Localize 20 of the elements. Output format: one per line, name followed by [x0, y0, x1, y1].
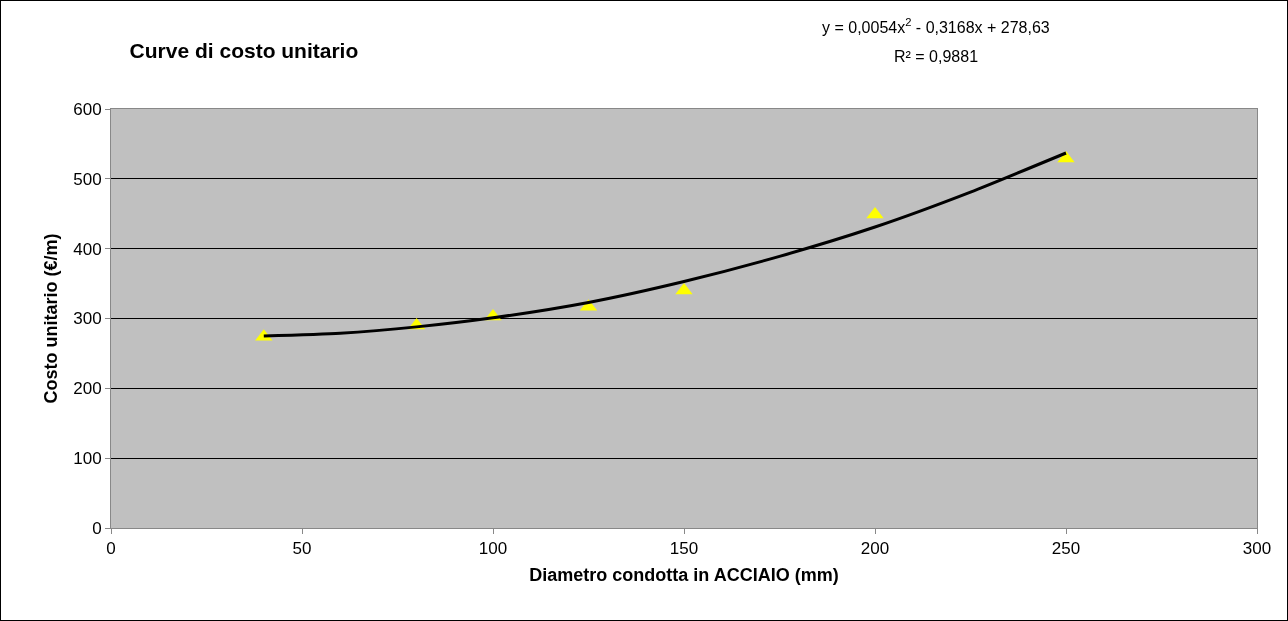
- y-axis-title: Costo unitario (€/m): [41, 233, 62, 404]
- x-tick-label: 100: [478, 539, 508, 559]
- y-tick-label: 600: [73, 99, 102, 119]
- x-tick-label: 0: [106, 539, 116, 559]
- x-tick-label: 150: [669, 539, 699, 559]
- chart-title: Curve di costo unitario: [129, 38, 359, 62]
- y-tick-label: 300: [73, 309, 102, 329]
- y-tick-label: 200: [73, 379, 102, 399]
- x-tick-label: 300: [1242, 539, 1272, 559]
- y-tick-label: 500: [73, 169, 102, 189]
- y-tick-label: 100: [73, 449, 102, 469]
- text: R² = 0,9881: [894, 48, 979, 65]
- y-tick-label: 0: [92, 518, 102, 538]
- x-tick-label: 250: [1051, 539, 1081, 559]
- x-axis-title: Diametro condotta in ACCIAIO (mm): [529, 564, 839, 585]
- point: [866, 206, 884, 219]
- text: y = 0,0054x$^{2}$ - 0,3168x + 278,63: [822, 16, 1050, 36]
- y-tick-label: 400: [73, 239, 102, 259]
- x-tick-label: 50: [292, 539, 312, 559]
- x-tick-label: 200: [860, 539, 890, 559]
